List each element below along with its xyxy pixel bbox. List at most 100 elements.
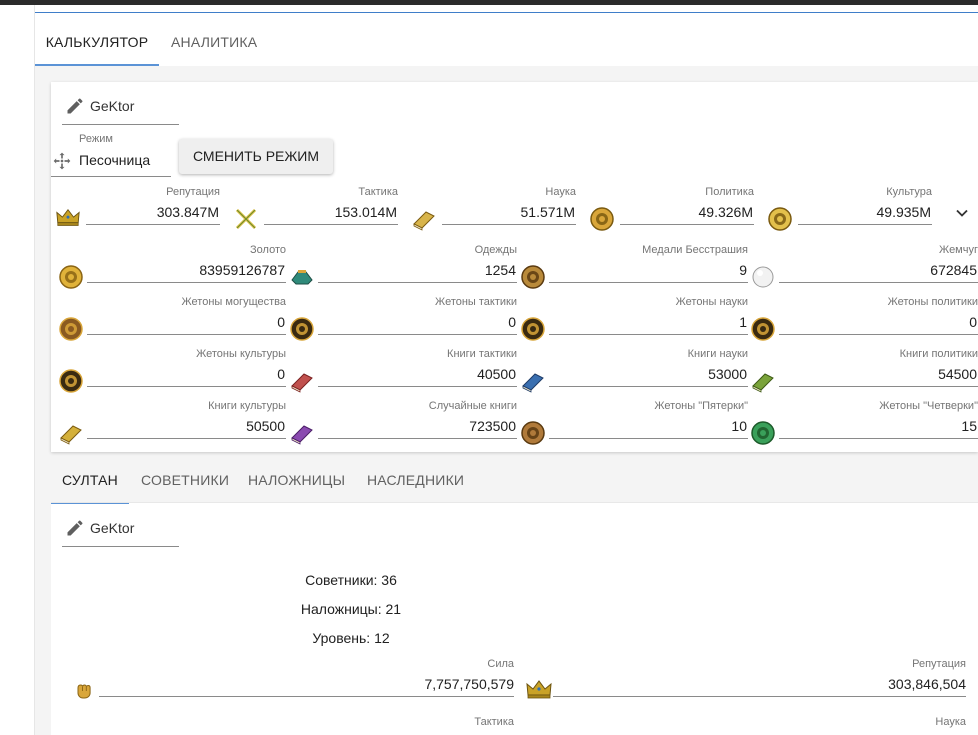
- resource-value: 1: [739, 314, 747, 330]
- top-resource-value: 49.326M: [698, 204, 753, 220]
- culture-token-icon: [58, 368, 84, 394]
- tab-sultan[interactable]: СУЛТАН: [51, 458, 129, 504]
- handshake-icon: [589, 206, 615, 232]
- resource-cell: Одежды 1254: [289, 244, 517, 296]
- resource-value: 723500: [469, 418, 516, 434]
- resource-value: 50500: [246, 418, 285, 434]
- resource-label: Жетоны "Четверки": [879, 400, 978, 412]
- clothes-icon: [289, 264, 315, 290]
- tab-analytics[interactable]: АНАЛИТИКА: [171, 34, 258, 50]
- chevron-down-icon[interactable]: [952, 203, 972, 223]
- resource-label: Книги политики: [899, 348, 978, 360]
- resource-field[interactable]: 54500: [779, 362, 978, 387]
- resource-field[interactable]: 9: [549, 258, 748, 283]
- resource-label: Золото: [250, 244, 286, 256]
- resource-value: 0: [277, 366, 285, 382]
- resource-label: Жетоны политики: [887, 296, 978, 308]
- resource-cell: Жетоны "Четверки" 15: [750, 400, 978, 452]
- tactics-token-icon: [289, 316, 315, 342]
- top-resource-3: Политика 49.326M: [589, 186, 754, 238]
- crown-icon: [526, 680, 552, 699]
- resource-field[interactable]: 15: [779, 414, 978, 439]
- resource-field[interactable]: 53000: [549, 362, 748, 387]
- resource-label: Случайные книги: [428, 400, 517, 412]
- resource-cell: Жетоны культуры 0: [58, 348, 286, 400]
- resource-cell: Жетоны политики 0: [750, 296, 978, 348]
- resource-value: 15: [961, 418, 977, 434]
- mode-select[interactable]: Песочница: [51, 146, 171, 177]
- tab-advisors[interactable]: СОВЕТНИКИ: [141, 472, 230, 488]
- player-name-field[interactable]: GeKtor: [62, 82, 179, 125]
- resource-cell: Медали Бесстрашия 9: [520, 244, 748, 296]
- top-resource-field[interactable]: 51.571M: [442, 200, 576, 225]
- mode-value: Песочница: [79, 152, 151, 168]
- sultan-reputation-label: Репутация: [912, 658, 966, 670]
- resource-cell: Случайные книги 723500: [289, 400, 517, 452]
- resource-label: Жетоны культуры: [196, 348, 286, 360]
- tab-heirs[interactable]: НАСЛЕДНИКИ: [367, 472, 465, 488]
- top-resource-label: Наука: [545, 186, 576, 198]
- resource-field[interactable]: 0: [87, 310, 286, 335]
- resource-field[interactable]: 50500: [87, 414, 286, 439]
- top-resource-field[interactable]: 303.847M: [86, 200, 220, 225]
- top-resource-field[interactable]: 153.014M: [264, 200, 398, 225]
- top-resource-1: Тактика 153.014M: [233, 186, 398, 238]
- power-token-icon: [58, 316, 84, 342]
- resource-value: 0: [277, 314, 285, 330]
- pencil-icon: [67, 520, 83, 536]
- resource-field[interactable]: 1: [549, 310, 748, 335]
- tab-concubines[interactable]: НАЛОЖНИЦЫ: [248, 472, 346, 488]
- tactics-book-icon: [289, 368, 315, 394]
- culture-book-icon: [58, 420, 84, 446]
- hearts-icon: [767, 206, 793, 232]
- top-resource-value: 153.014M: [334, 204, 397, 220]
- player-name-value: GeKtor: [90, 98, 135, 114]
- sultan-reputation-stat: Репутация 303,846,504: [523, 658, 966, 710]
- top-resource-label: Тактика: [358, 186, 398, 198]
- resource-label: Жетоны тактики: [435, 296, 517, 308]
- move-arrows-icon: [53, 152, 71, 170]
- resource-label: Жемчуг: [939, 244, 978, 256]
- strength-fist-icon: [77, 684, 91, 699]
- top-resource-field[interactable]: 49.326M: [620, 200, 754, 225]
- sultan-tactics-label: Тактика: [474, 716, 514, 728]
- resource-cell: Книги науки 53000: [520, 348, 748, 400]
- sultan-name-field[interactable]: GeKtor: [62, 504, 179, 547]
- resource-cell: Жетоны "Пятерки" 10: [520, 400, 748, 452]
- strength-label: Сила: [487, 658, 514, 670]
- resource-field[interactable]: 10: [549, 414, 748, 439]
- resource-cell: Книги тактики 40500: [289, 348, 517, 400]
- tab-calculator[interactable]: КАЛЬКУЛЯТОР: [35, 20, 159, 66]
- resource-value: 0: [508, 314, 516, 330]
- politics-book-icon: [750, 368, 776, 394]
- resource-field[interactable]: 40500: [318, 362, 517, 387]
- resource-cell: Книги политики 54500: [750, 348, 978, 400]
- left-divider: [34, 5, 35, 735]
- resource-field[interactable]: 0: [87, 362, 286, 387]
- sultan-science-label: Наука: [935, 716, 966, 728]
- left-strip: [0, 5, 34, 735]
- resource-field[interactable]: 672845: [779, 258, 978, 283]
- resource-field[interactable]: 83959126787: [87, 258, 286, 283]
- resource-value: 0: [969, 314, 977, 330]
- sub-tabs-divider: [51, 502, 978, 503]
- top-resource-field[interactable]: 49.935M: [798, 200, 932, 225]
- resource-field[interactable]: 0: [779, 310, 978, 335]
- resource-field[interactable]: 1254: [318, 258, 517, 283]
- politics-token-icon: [750, 316, 776, 342]
- resource-cell: Жемчуг 672845: [750, 244, 978, 296]
- mode-label: Режим: [79, 133, 113, 145]
- resource-field[interactable]: 723500: [318, 414, 517, 439]
- change-mode-button[interactable]: СМЕНИТЬ РЕЖИМ: [179, 139, 333, 174]
- resource-label: Книги науки: [687, 348, 748, 360]
- sultan-reputation-field: 303,846,504: [553, 672, 966, 697]
- resource-field[interactable]: 0: [318, 310, 517, 335]
- sultan-name-value: GeKtor: [90, 520, 135, 536]
- concubines-count: Наложницы: 21: [300, 601, 402, 617]
- resource-value: 1254: [484, 262, 516, 278]
- top-accent-line: [35, 12, 978, 13]
- random-book-icon: [289, 420, 315, 446]
- advisors-count: Советники: 36: [305, 572, 397, 588]
- top-resource-label: Политика: [705, 186, 754, 198]
- strength-field: 7,757,750,579: [99, 672, 514, 697]
